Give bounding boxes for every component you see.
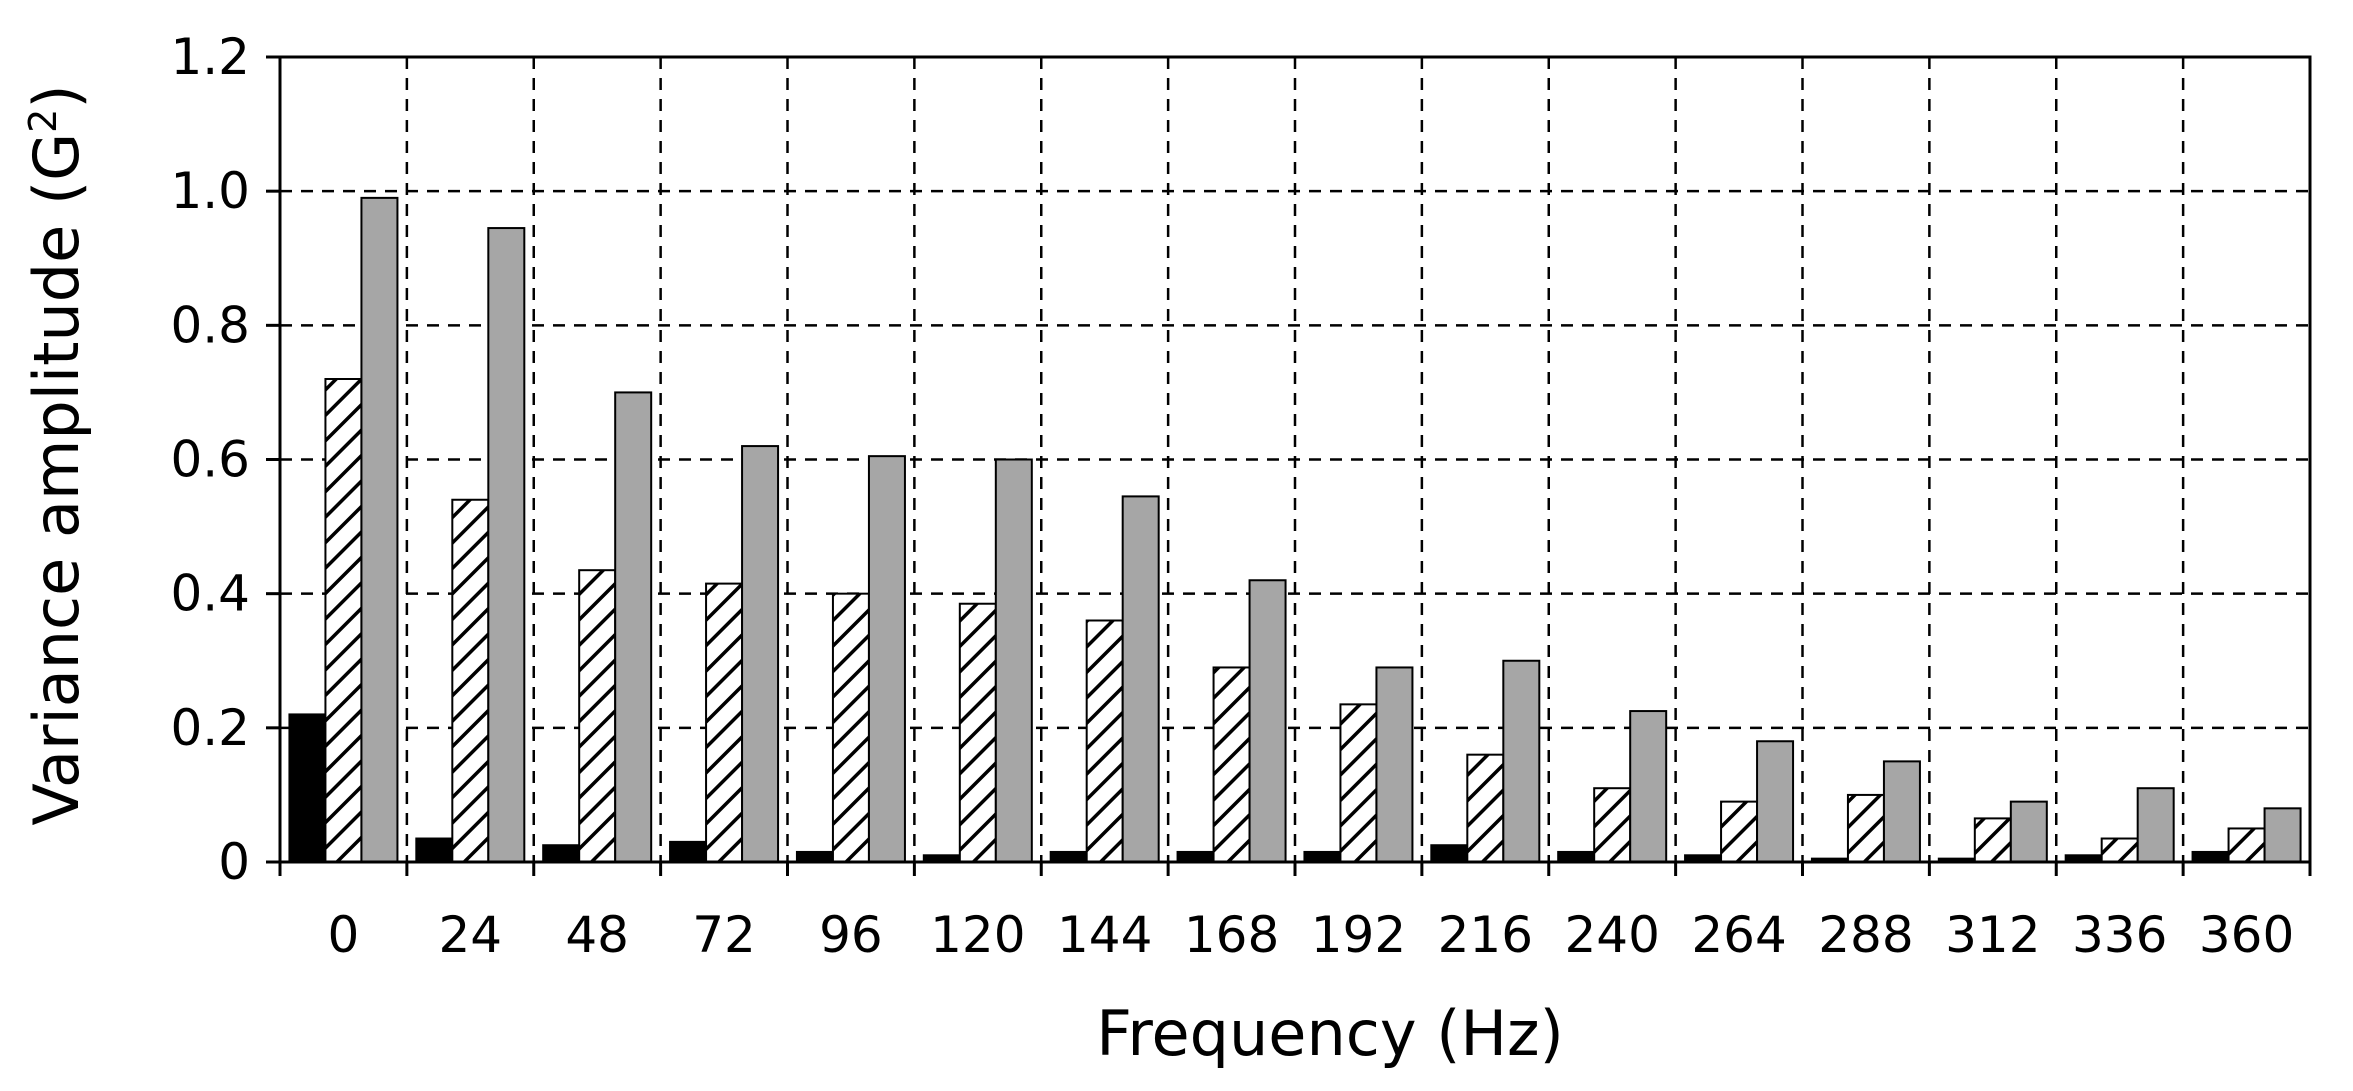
- bar-series-1-96: [795, 850, 834, 863]
- bar-series-3-264: [1756, 740, 1795, 863]
- bar-series-1-360: [2191, 850, 2230, 863]
- y-axis-title: Variance amplitude (G2): [20, 84, 93, 825]
- bar-series-3-0: [360, 196, 399, 863]
- x-tick-labels: 0 24 48 72 96 120 144 168 192 216 240 264 288 312 336 3…: [328, 906, 2295, 964]
- bar-series-2-96: [831, 592, 870, 864]
- bar-series-2-0: [324, 378, 363, 863]
- x-tick-label: 48: [565, 906, 629, 964]
- bar-series-3-72: [741, 445, 780, 863]
- bar-series-1-240: [1557, 850, 1596, 863]
- bar-series-1-216: [1430, 844, 1469, 864]
- y-tick-label: 0.4: [170, 565, 250, 623]
- x-tick-label: 312: [1945, 906, 2040, 964]
- y-tick-label: 1.2: [170, 28, 250, 86]
- bar-series-2-144: [1085, 619, 1124, 863]
- bar-series-1-168: [1176, 850, 1215, 863]
- y-axis-title-superscript: 2: [21, 109, 65, 133]
- x-tick-label: 240: [1564, 906, 1659, 964]
- x-tick-label: 0: [328, 906, 360, 964]
- bar-series-2-288: [1846, 793, 1885, 864]
- x-tick-label: 24: [439, 906, 503, 964]
- bar-series-3-336: [2136, 787, 2175, 863]
- bar-series-1-24: [415, 837, 454, 863]
- x-tick-label: 216: [1438, 906, 1533, 964]
- bar-series-3-96: [867, 455, 906, 863]
- y-tick-label: 0.2: [170, 699, 250, 757]
- y-tick-label: 0.8: [170, 296, 250, 354]
- bar-series-3-24: [487, 227, 526, 863]
- x-tick-label: 96: [819, 906, 883, 964]
- x-tick-label: 168: [1184, 906, 1279, 964]
- bar-series-2-24: [451, 498, 490, 863]
- bar-series-2-216: [1466, 753, 1505, 864]
- bar-series-3-48: [614, 391, 653, 863]
- y-tick-label: 0: [218, 833, 250, 891]
- x-tick-label: 144: [1057, 906, 1152, 964]
- bar-series-2-168: [1212, 666, 1251, 863]
- bar-series-1-0: [288, 713, 327, 864]
- bar-series-3-216: [1502, 659, 1541, 863]
- bar-series-3-360: [2263, 807, 2302, 863]
- bar-series-1-72: [669, 840, 708, 863]
- bar-series-3-120: [994, 458, 1033, 863]
- bar-series-2-72: [705, 582, 744, 864]
- bar-series-2-48: [578, 569, 617, 863]
- bar-series-3-288: [1882, 760, 1921, 863]
- bar-series-2-336: [2100, 837, 2139, 863]
- x-tick-label: 120: [930, 906, 1025, 964]
- bar-series-2-312: [1973, 817, 2012, 863]
- x-tick-label: 264: [1691, 906, 1786, 964]
- bar-series-2-264: [1720, 800, 1759, 863]
- bar-series-1-192: [1303, 850, 1342, 863]
- bar-series-2-360: [2227, 827, 2266, 863]
- bar-series-2-120: [958, 602, 997, 864]
- bar-series-1-144: [1049, 850, 1088, 863]
- plot-frame: [278, 55, 2312, 864]
- bar-series-3-240: [1629, 710, 1668, 863]
- x-tick-label: 336: [2072, 906, 2167, 964]
- axes: [266, 55, 2312, 876]
- bar-series-3-144: [1121, 495, 1160, 863]
- x-tick-label: 360: [2199, 906, 2294, 964]
- bar-series-1-48: [542, 844, 581, 864]
- x-tick-label: 72: [692, 906, 756, 964]
- x-tick-label: 192: [1311, 906, 1406, 964]
- x-tick-label: 288: [1818, 906, 1913, 964]
- y-tick-label: 1.0: [170, 162, 250, 220]
- bars: [288, 196, 2302, 864]
- x-axis-title: Frequency (Hz): [1096, 997, 1564, 1070]
- y-tick-label: 0.6: [170, 431, 250, 489]
- bar-series-3-192: [1375, 666, 1414, 863]
- y-tick-labels: 0 0.2 0.4 0.6 0.8 1.0 1.2: [170, 28, 250, 891]
- bar-series-2-192: [1339, 703, 1378, 864]
- bar-series-2-240: [1593, 787, 1632, 863]
- bar-series-3-312: [2009, 800, 2048, 863]
- bar-series-3-168: [1248, 579, 1287, 863]
